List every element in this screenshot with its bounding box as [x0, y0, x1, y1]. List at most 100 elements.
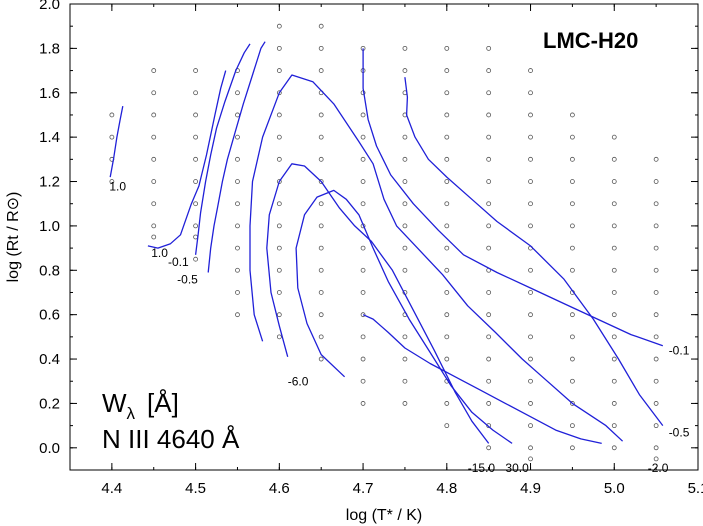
model-grid-point: [193, 156, 199, 162]
model-grid-point: [235, 223, 240, 229]
model-grid-point: [402, 245, 408, 251]
model-title: LMC-H20: [543, 28, 638, 53]
contour-value-label: 30.0: [505, 461, 529, 475]
model-grid-point: [528, 201, 533, 207]
model-grid-point: [318, 312, 324, 318]
model-grid-point: [151, 112, 157, 118]
model-grid-point: [570, 112, 575, 118]
model-grid-point: [528, 179, 533, 184]
model-grid-point: [402, 378, 408, 384]
contour-line: [207, 41, 266, 273]
model-grid-point: [486, 68, 492, 73]
model-grid-point: [318, 156, 324, 162]
model-grid-point: [653, 378, 659, 384]
y-tick-label: 2.0: [39, 0, 60, 13]
model-grid-point: [528, 90, 533, 96]
model-grid-point: [193, 256, 199, 262]
model-grid-point: [109, 112, 115, 118]
model-grid-point: [402, 356, 408, 362]
y-tick-label: 0.0: [39, 440, 60, 457]
model-grid-point: [653, 179, 659, 184]
model-grid-point: [570, 134, 575, 140]
model-grid-point: [486, 223, 492, 229]
model-grid-point: [402, 156, 408, 162]
model-grid-point: [444, 334, 450, 340]
model-grid-point: [570, 179, 575, 184]
model-grid-point: [611, 134, 617, 140]
model-grid-point: [486, 334, 492, 340]
x-tick-label: 5.1: [688, 480, 703, 497]
model-grid-point: [486, 245, 492, 251]
model-grid-point: [235, 290, 240, 295]
model-grid-point: [528, 156, 533, 162]
contour-labels: 1.01.0-0.1-0.5-0.1-0.5-6.0-15.0 30.0 -2.0: [109, 179, 689, 475]
model-grid-point: [360, 134, 366, 140]
model-grid-point: [653, 156, 659, 162]
model-grid-point: [444, 112, 450, 118]
model-grid-point: [653, 445, 659, 451]
model-grid-point: [653, 456, 659, 462]
model-grid-point: [318, 179, 324, 184]
model-grid-point: [444, 90, 450, 96]
contour-line: [295, 189, 513, 444]
model-grid-point: [444, 201, 450, 207]
contour-value-label: -2.0: [648, 461, 669, 475]
model-grid-point: [151, 234, 157, 240]
line-annotation: Wλ [Å] N III 4640 Å: [102, 388, 240, 454]
model-grid-point: [318, 68, 324, 73]
x-tick-label: 4.9: [520, 480, 541, 497]
model-grid-point: [611, 245, 617, 251]
y-tick-label: 0.8: [39, 262, 60, 279]
model-grid-point: [486, 45, 492, 51]
model-grid-point: [570, 223, 575, 229]
model-grid-point: [611, 423, 617, 429]
model-grid-point: [444, 401, 450, 406]
model-grid-point: [109, 179, 115, 184]
model-grid-point: [360, 179, 366, 184]
annotation-line1: Wλ [Å]: [102, 388, 179, 423]
contour-value-label: -15.0: [468, 461, 496, 475]
contour-value-label: -6.0: [288, 375, 309, 389]
model-grid-point: [570, 445, 575, 451]
model-grid-point: [653, 312, 659, 318]
model-grid-point: [318, 334, 324, 340]
model-grid-point: [653, 356, 659, 362]
model-grid-point: [486, 156, 492, 162]
model-grid-point: [235, 156, 240, 162]
model-grid-point: [611, 156, 617, 162]
model-grid-point: [570, 201, 575, 207]
contour-line: [109, 105, 124, 178]
contour-value-label: 1.0: [151, 246, 168, 260]
model-grid-point: [151, 179, 157, 184]
model-grid-point: [235, 312, 240, 318]
model-grid-point: [360, 312, 366, 318]
model-grid-point: [276, 201, 282, 207]
model-grid-point: [611, 223, 617, 229]
model-grid-point: [528, 401, 533, 406]
contour-lines: [109, 41, 664, 445]
model-grid-point: [402, 401, 408, 406]
model-grid-point: [444, 156, 450, 162]
model-grid-point: [528, 312, 533, 318]
model-grid-point: [276, 68, 282, 73]
model-grid-point: [444, 68, 450, 73]
contour-value-label: -0.5: [669, 426, 690, 440]
x-tick-label: 4.5: [185, 480, 206, 497]
model-grid-point: [444, 134, 450, 140]
model-grid-point: [653, 223, 659, 229]
model-grid-point: [486, 356, 492, 362]
model-grid-point: [528, 423, 533, 429]
model-grid-point: [318, 112, 324, 118]
model-grid-point: [402, 267, 408, 273]
model-grid-point: [360, 112, 366, 118]
model-grid-point: [318, 45, 324, 51]
model-grid-point: [402, 334, 408, 340]
model-grid-point: [653, 401, 659, 406]
model-grid-point: [276, 223, 282, 229]
y-tick-label: 0.6: [39, 307, 60, 324]
model-grid-point: [570, 378, 575, 384]
model-grid-point: [653, 423, 659, 429]
model-grid-point: [360, 356, 366, 362]
model-grid-point: [318, 23, 324, 29]
model-grid-point: [360, 201, 366, 207]
